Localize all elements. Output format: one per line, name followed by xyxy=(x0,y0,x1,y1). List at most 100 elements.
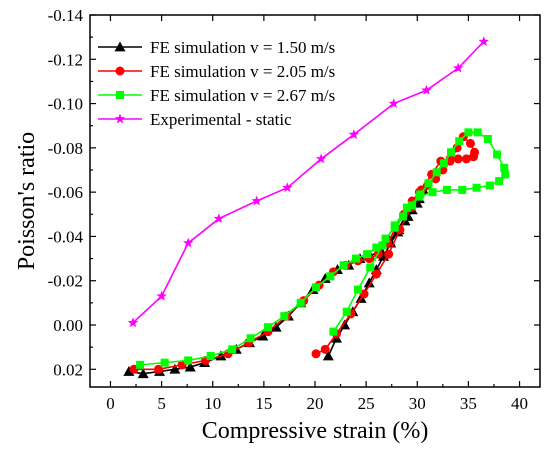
data-point xyxy=(182,237,194,248)
y-axis-title: Poisson's ratio xyxy=(14,132,40,270)
data-point xyxy=(372,243,381,252)
data-point xyxy=(500,163,509,172)
data-point xyxy=(348,129,360,140)
x-axis-title: Compressive strain (%) xyxy=(202,418,429,444)
data-point xyxy=(472,183,481,192)
data-point xyxy=(439,159,448,168)
data-point xyxy=(381,234,390,243)
series-2 xyxy=(136,128,510,369)
data-point xyxy=(421,84,432,95)
data-point xyxy=(320,344,330,354)
data-point xyxy=(478,36,489,47)
data-point xyxy=(424,179,433,188)
y-tick-label: -0.06 xyxy=(48,183,83,202)
x-tick-label: 30 xyxy=(409,394,426,413)
x-tick-label: 0 xyxy=(106,394,115,413)
data-point xyxy=(160,358,169,367)
y-axis-ticks: -0.14 -0.12 -0.10 -0.08 -0.06 -0.04 -0.02 0.00 0… xyxy=(48,6,540,379)
legend-marker xyxy=(114,113,126,124)
legend-item: Experimental - static xyxy=(98,110,292,129)
data-point xyxy=(442,185,451,194)
y-tick-label: -0.12 xyxy=(48,50,83,69)
data-point xyxy=(184,361,196,372)
legend-item: FE simulation v = 2.05 m/s xyxy=(98,62,335,81)
y-tick-label: -0.02 xyxy=(48,272,83,291)
y-tick-label: -0.10 xyxy=(48,95,83,114)
data-point xyxy=(453,154,463,164)
data-point xyxy=(447,148,456,157)
y-tick-label: -0.08 xyxy=(48,139,83,158)
data-point xyxy=(137,368,149,379)
x-tick-label: 15 xyxy=(255,394,272,413)
series-layer xyxy=(123,36,510,379)
data-point xyxy=(461,154,471,164)
data-point xyxy=(388,98,399,109)
data-point xyxy=(415,192,424,201)
data-point xyxy=(363,250,372,259)
data-point xyxy=(311,349,321,359)
data-point xyxy=(493,150,502,159)
data-point xyxy=(351,254,360,263)
data-point xyxy=(296,298,305,307)
data-point xyxy=(228,345,237,354)
data-point xyxy=(485,181,494,190)
data-point xyxy=(246,334,255,343)
y-tick-label: -0.14 xyxy=(48,6,84,25)
y-tick-label: 0.02 xyxy=(53,360,83,379)
data-point xyxy=(270,321,282,332)
data-point xyxy=(458,185,467,194)
legend-label: Experimental - static xyxy=(150,110,292,129)
data-point xyxy=(263,323,272,332)
data-point xyxy=(363,277,375,288)
data-point xyxy=(213,213,225,224)
legend-item: FE simulation v = 1.50 m/s xyxy=(98,38,335,57)
x-tick-label: 35 xyxy=(460,394,477,413)
x-axis-ticks: 0 5 10 15 20 25 30 35 40 xyxy=(106,15,528,413)
data-point xyxy=(206,352,215,360)
data-point xyxy=(169,363,181,374)
x-tick-label: 10 xyxy=(204,394,221,413)
data-point xyxy=(501,170,510,179)
data-point xyxy=(432,168,441,177)
data-point xyxy=(495,177,504,186)
data-point xyxy=(366,263,375,272)
data-point xyxy=(280,312,289,321)
x-tick-label: 20 xyxy=(307,394,324,413)
legend-item: FE simulation v = 2.67 m/s xyxy=(98,86,335,105)
data-point xyxy=(371,269,381,279)
x-tick-label: 25 xyxy=(358,394,375,413)
data-point xyxy=(483,135,492,143)
data-point xyxy=(315,153,327,164)
data-point xyxy=(342,307,351,316)
series-3 xyxy=(127,36,489,328)
data-point xyxy=(398,212,407,221)
data-point xyxy=(428,188,437,197)
data-point xyxy=(282,182,293,193)
data-point xyxy=(403,203,412,212)
data-point xyxy=(251,195,262,206)
series-line xyxy=(132,41,485,324)
x-tick-label: 5 xyxy=(157,394,166,413)
data-point xyxy=(452,62,464,73)
legend-label: FE simulation v = 2.67 m/s xyxy=(150,86,335,105)
legend-marker xyxy=(114,41,126,52)
y-tick-label: -0.04 xyxy=(48,227,84,246)
legend-label: FE simulation v = 2.05 m/s xyxy=(150,62,335,81)
data-point xyxy=(455,137,464,146)
x-tick-label: 40 xyxy=(511,394,528,413)
data-point xyxy=(339,261,348,270)
legend-marker xyxy=(115,66,125,76)
data-point xyxy=(390,221,399,230)
legend-label: FE simulation v = 1.50 m/s xyxy=(150,38,335,57)
data-point xyxy=(473,128,482,137)
data-point xyxy=(156,290,167,301)
data-point xyxy=(319,273,331,283)
data-point xyxy=(322,350,334,361)
data-point xyxy=(184,356,193,365)
data-point xyxy=(136,360,145,369)
legend-marker xyxy=(116,91,124,99)
data-point xyxy=(326,272,335,281)
data-point xyxy=(257,330,269,341)
